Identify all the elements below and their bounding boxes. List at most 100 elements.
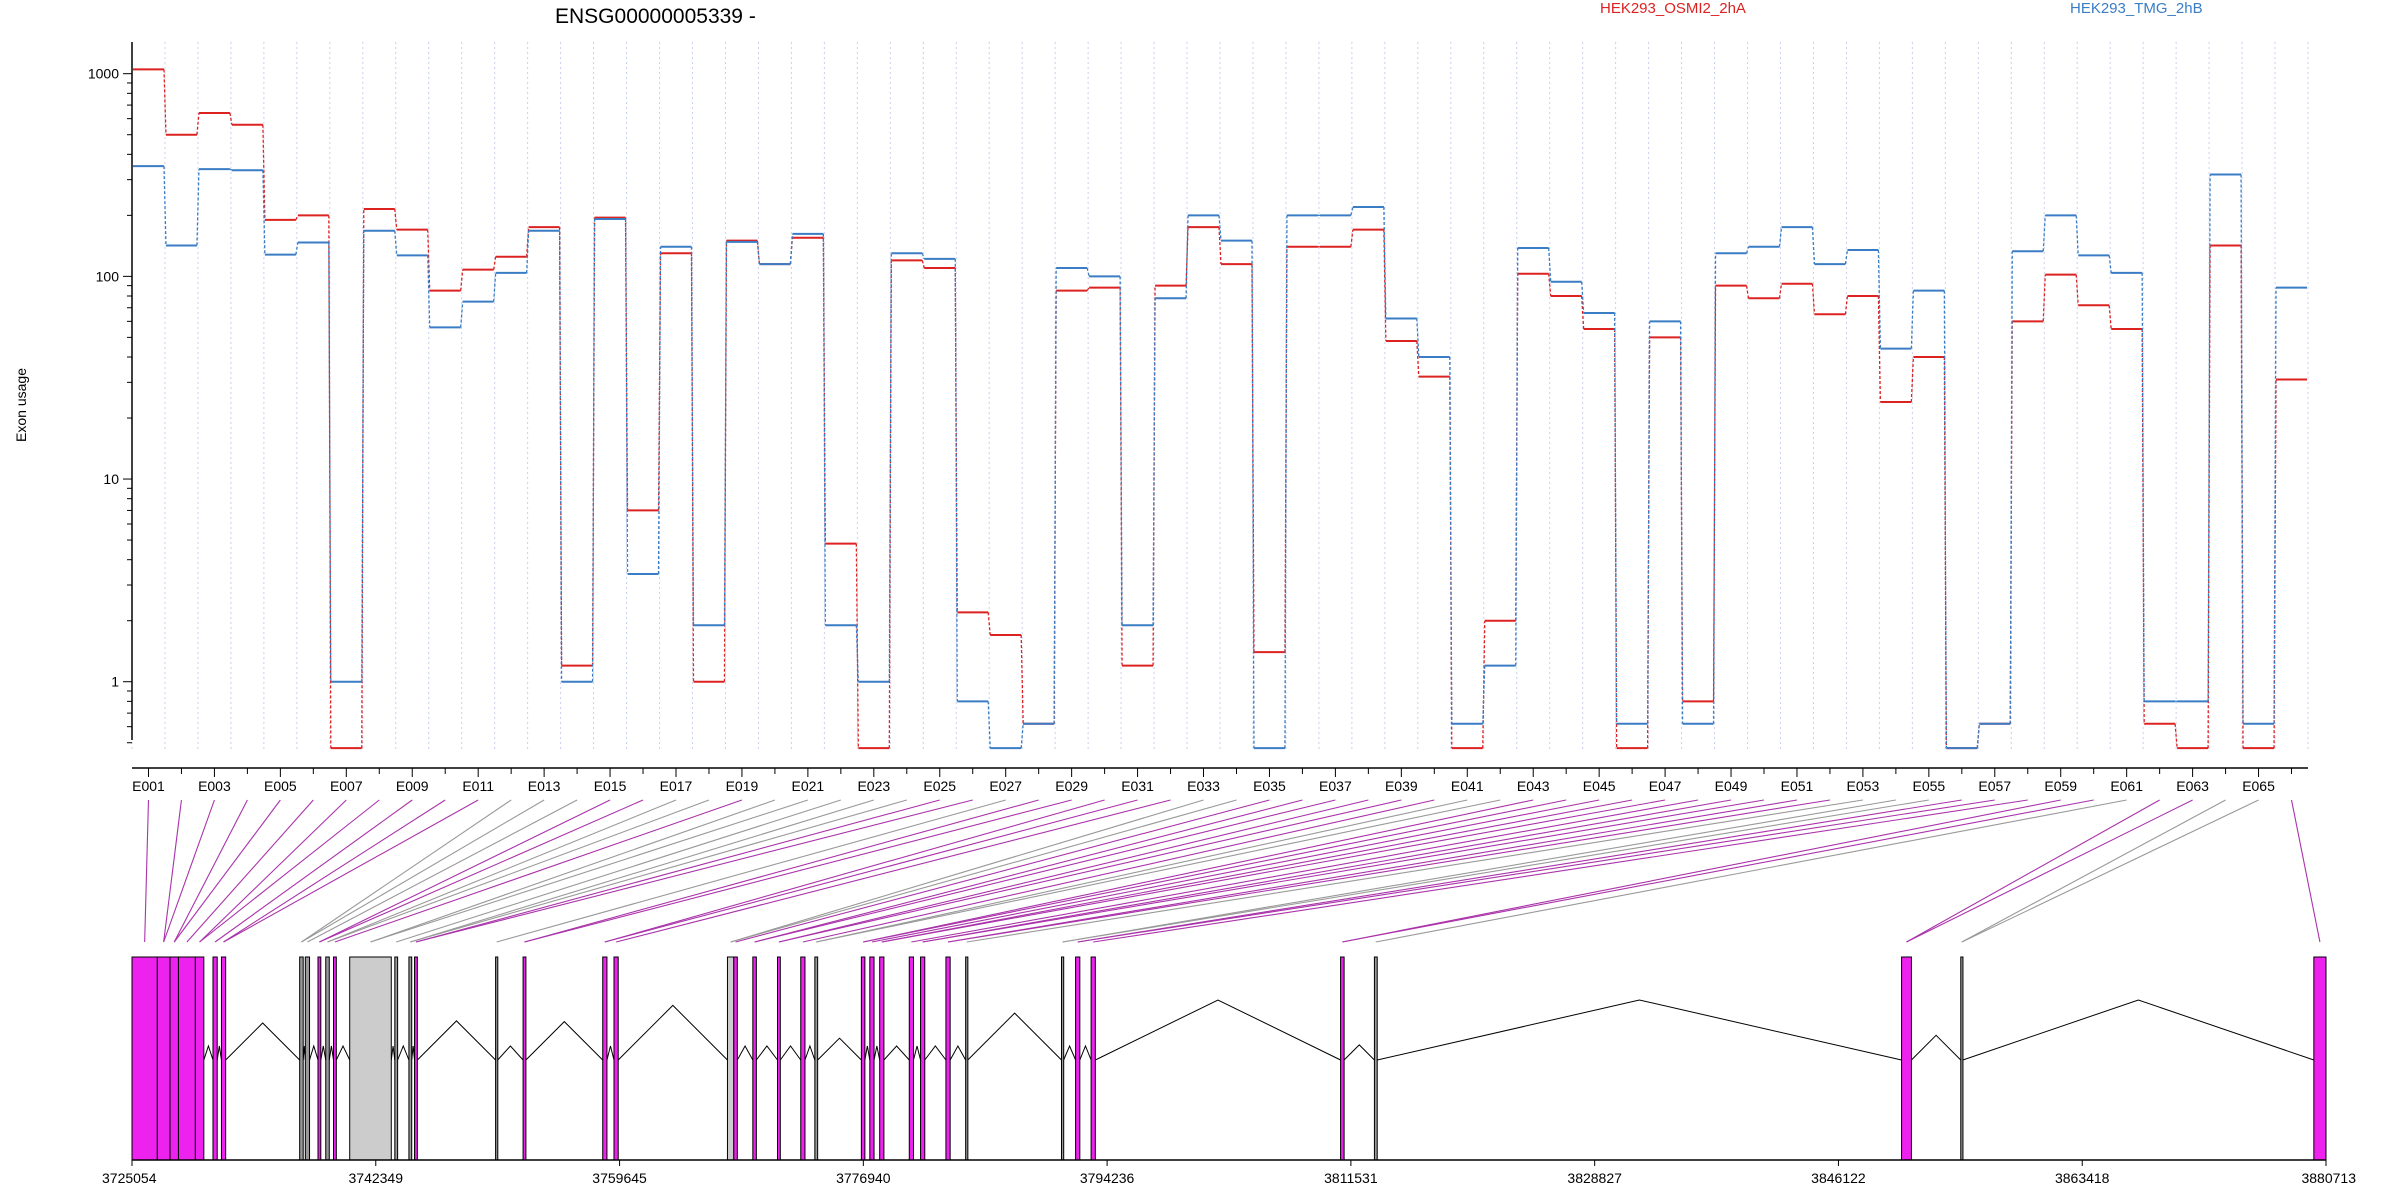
exon-connector: [730, 799, 1204, 943]
exon-connector: [816, 799, 1468, 943]
exon-tick-label: E007: [330, 778, 363, 794]
exon-connector: [370, 799, 809, 943]
genome-tick-label: 3811531: [1324, 1170, 1378, 1186]
exon-tick-label: E029: [1055, 778, 1088, 794]
exon-connector: [816, 799, 1501, 943]
exon-connector: [319, 799, 611, 943]
exon-connector: [604, 799, 1105, 943]
series-lines: [133, 68, 2307, 750]
exon-connector: [496, 799, 1006, 943]
exon-transition: [262, 170, 266, 255]
exon-tick-label: E025: [923, 778, 956, 794]
exon-transition: [855, 625, 859, 682]
exon-transition: [1581, 295, 1585, 330]
exon-connector: [1342, 799, 2061, 943]
exon-transition: [690, 246, 695, 626]
exon-transition: [1218, 227, 1222, 265]
exon-transition: [921, 253, 925, 260]
exon-transition: [493, 256, 497, 270]
exon-connector: [966, 799, 1863, 943]
exon-tick-label: E065: [2242, 778, 2275, 794]
exon-connector: [186, 799, 314, 943]
exon-connector: [144, 799, 150, 943]
exon-block: [1960, 956, 1964, 1161]
intron-connector: [883, 1045, 910, 1061]
exon-transition: [1877, 295, 1882, 402]
exon-tick-label: E023: [857, 778, 890, 794]
exon-connector: [1961, 799, 2259, 943]
exon-block: [408, 956, 413, 1161]
exon-tick-label: E047: [1649, 778, 1682, 794]
exon-block: [177, 956, 196, 1161]
exon-transition: [460, 301, 464, 328]
exon-connector: [1062, 799, 1896, 943]
exon-connector: [524, 799, 1039, 943]
exon-transition: [394, 230, 398, 256]
exon-transition: [2174, 723, 2178, 749]
exon-transition: [624, 218, 629, 575]
exon-transition: [1745, 246, 1750, 254]
exon-connector: [319, 799, 644, 943]
y-tick-label: 1000: [88, 66, 119, 82]
exon-transition: [1284, 246, 1288, 653]
exon-transition: [1646, 321, 1651, 724]
exon-block: [965, 956, 969, 1161]
exon-tick-label: E051: [1781, 778, 1814, 794]
exon-transition: [987, 612, 991, 636]
legend-entry-series-a: HEK293_OSMI2_2hA: [1600, 0, 1746, 17]
exon-transition: [1185, 215, 1189, 299]
exon-transition: [2009, 251, 2013, 724]
exon-tick-label: E057: [1978, 778, 2011, 794]
intron-connector: [755, 1045, 778, 1061]
genome-tick-label: 3725054: [102, 1170, 157, 1186]
exon-transition: [1284, 215, 1288, 749]
exon-connector: [301, 799, 512, 943]
exon-transition: [1613, 312, 1618, 724]
exon-connector: [173, 799, 248, 943]
exon-block: [317, 956, 322, 1161]
exon-transition: [1548, 247, 1552, 282]
exon-transition: [1350, 206, 1354, 216]
exon-tick-label: E041: [1451, 778, 1484, 794]
exon-transition: [1877, 249, 1882, 349]
intron-connector: [1377, 999, 1902, 1061]
exon-connector: [735, 799, 1270, 943]
exon-transition: [2075, 215, 2079, 256]
exon-connector: [2290, 799, 2321, 943]
exon-transition: [2042, 215, 2046, 252]
exon-transition: [1416, 318, 1420, 358]
exon-connector: [863, 799, 1534, 943]
exon-connector: [615, 799, 1171, 943]
exon-connector: [1077, 799, 1995, 943]
exon-connector: [604, 799, 1138, 943]
intron-connector: [309, 1044, 319, 1061]
legend-entry-series-b: HEK293_TMG_2hB: [2070, 0, 2203, 17]
exon-tick-label: E039: [1385, 778, 1418, 794]
exon-transition: [1581, 281, 1585, 313]
intron-connector: [617, 1004, 728, 1061]
exon-tick-label: E031: [1121, 778, 1154, 794]
exon-connector: [415, 799, 940, 943]
exon-connector: [802, 799, 1435, 943]
exon-connector: [947, 799, 1798, 943]
exon-transition: [295, 242, 299, 255]
exon-transition: [657, 246, 662, 575]
genome-tick-label: 3794236: [1080, 1170, 1135, 1186]
exon-tick-label: E005: [264, 778, 297, 794]
exon-connector: [1961, 799, 2226, 943]
exon-connector: [922, 799, 1765, 943]
exon-block: [726, 956, 735, 1161]
exon-connector: [863, 799, 1567, 943]
exon-connector: [1062, 799, 1929, 943]
exon-connector: [871, 799, 1600, 943]
y-tick-label: 100: [96, 268, 120, 284]
exon-connector: [947, 799, 1831, 943]
exon-transition: [1976, 723, 1980, 749]
exon-connector: [327, 799, 710, 943]
exon-transition: [2240, 174, 2244, 724]
exon-block: [1090, 956, 1096, 1161]
exon-transition: [1844, 295, 1849, 315]
exon-transition: [1712, 253, 1717, 724]
exon-connector: [524, 799, 1072, 943]
intron-connector: [864, 1045, 871, 1061]
